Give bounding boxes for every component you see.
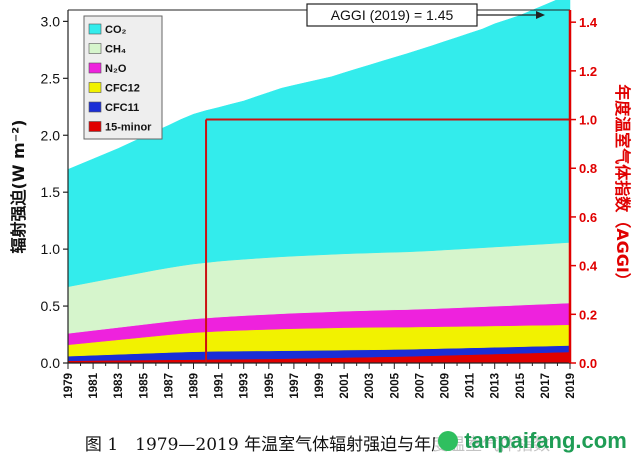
y2-tick-label: 0.0 [579, 356, 597, 371]
x-tick-label: 1979 [63, 373, 75, 399]
legend-box [83, 15, 163, 140]
x-tick-label: 2015 [515, 372, 527, 398]
y-tick-label: 1.0 [41, 241, 61, 257]
x-tick-label: 2009 [440, 373, 452, 399]
x-tick-label: 2011 [465, 372, 477, 398]
x-tick-label: 1983 [113, 373, 125, 399]
y-tick-label: 0.5 [41, 298, 61, 314]
annotation-arrow-head-icon [536, 11, 545, 19]
x-tick-label: 2007 [414, 373, 426, 399]
y2-tick-label: 0.6 [579, 210, 597, 225]
legend-swatch [88, 23, 102, 35]
x-tick-label: 2003 [364, 373, 376, 399]
x-tick-label: 1991 [214, 372, 226, 398]
legend-swatch [88, 62, 102, 74]
y-tick-label: 2.0 [41, 127, 61, 143]
x-tick-label: 2001 [339, 372, 351, 398]
x-tick-label: 2017 [540, 373, 552, 399]
axes: 0.0 0.5 1.0 1.5 2.0 2.5 3.0 0.0 0.2 0.4 0.6 0.8 1.0 1… [9, 9, 632, 399]
x-tick-label: 1993 [239, 373, 251, 399]
x-tick-label: 1987 [163, 373, 175, 399]
x-tick-label: 1985 [138, 372, 150, 398]
x-tick-label: 1989 [189, 373, 201, 399]
legend-swatch [88, 121, 102, 132]
watermark-text: tanpaifang.com [464, 428, 627, 453]
x-tick-label: 1995 [264, 372, 276, 398]
x-tick-label: 1999 [314, 373, 326, 399]
legend-swatch [88, 82, 102, 93]
y-tick-label: 2.5 [41, 70, 61, 86]
legend-swatch [88, 43, 102, 54]
y-tick-label: 3.0 [41, 13, 61, 29]
chart: 0.0 0.5 1.0 1.5 2.0 2.5 3.0 0.0 0.2 0.4 0.6 0.8 1.0 1… [9, 0, 632, 399]
y-tick-label: 1.5 [41, 184, 61, 200]
y-tick-label: 0.0 [41, 355, 61, 371]
annotation-text: AGGI (2019) = 1.45 [331, 7, 454, 23]
legend: CO₂ CH₄ N₂O CFC12 CFC11 15-minor [83, 15, 163, 140]
x-tick-label: 1981 [88, 372, 100, 398]
reference-lines [205, 118, 570, 363]
y2-tick-label: 1.0 [579, 113, 597, 128]
legend-label: CFC12 [105, 83, 140, 95]
y2-tick-label: 0.2 [579, 307, 597, 322]
annotation: AGGI (2019) = 1.45 [306, 3, 545, 27]
legend-label: CH₄ [105, 44, 126, 56]
legend-label: CFC11 [105, 102, 139, 114]
y2-tick-label: 1.2 [579, 64, 597, 79]
figure-caption: 图 1 1979—2019 年温室气体辐射强迫与年度温室气体指数 [84, 435, 551, 455]
y-axis-title: 辐射强迫(W m⁻²) [9, 120, 28, 254]
x-tick-label: 2019 [565, 373, 577, 399]
legend-label: 15-minor [105, 122, 152, 134]
legend-swatch [88, 101, 102, 113]
x-tick-label: 2013 [490, 373, 502, 399]
y2-tick-label: 0.8 [579, 161, 597, 176]
watermark: tanpaifang.com [435, 420, 630, 462]
watermark-logo-icon [438, 431, 459, 451]
legend-label: N₂O [105, 63, 127, 75]
y2-axis-title: 年度温室气体指数（AGGI） [613, 84, 632, 289]
x-tick-label: 1997 [289, 373, 301, 399]
legend-label: CO₂ [105, 24, 127, 36]
y2-tick-label: 0.4 [579, 259, 598, 274]
x-tick-label: 2005 [389, 372, 401, 398]
stacked-areas [67, 0, 571, 364]
y2-tick-label: 1.4 [579, 15, 598, 30]
